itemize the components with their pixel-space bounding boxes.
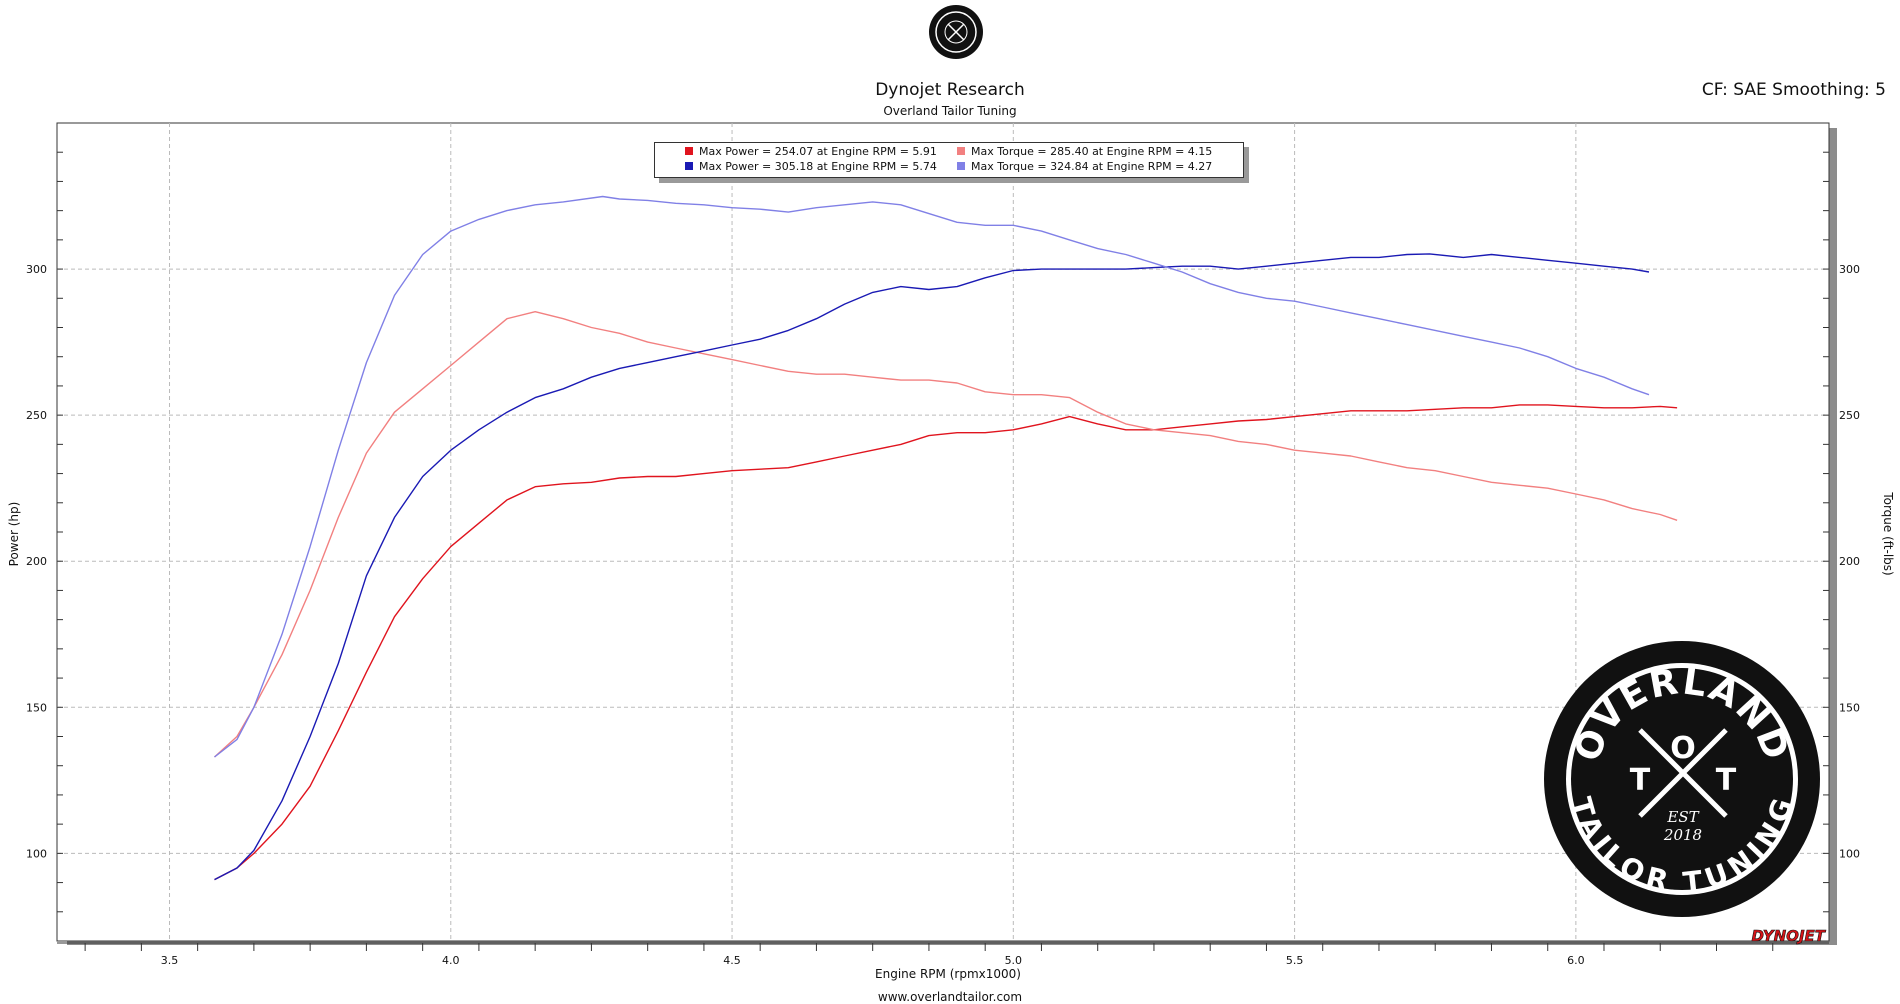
series-line-0 xyxy=(214,404,1678,881)
legend-label: Max Power = 305.18 at Engine RPM = 5.74 xyxy=(699,160,937,173)
y-tick-label: 300 xyxy=(26,263,47,276)
legend-item-power-red: Max Power = 254.07 at Engine RPM = 5.91 xyxy=(685,145,937,159)
svg-text:DYNOJET: DYNOJET xyxy=(1751,927,1826,945)
legend-swatch xyxy=(685,147,693,155)
legend-swatch xyxy=(685,162,693,170)
svg-text:2018: 2018 xyxy=(1663,826,1702,844)
x-tick-label: 4.5 xyxy=(723,954,741,967)
chart-title: Dynojet Research xyxy=(875,80,1025,100)
series-line-2 xyxy=(214,253,1650,881)
x-tick-label: 6.0 xyxy=(1567,954,1585,967)
top-logo-badge xyxy=(929,5,983,59)
series-line-3 xyxy=(214,195,1650,758)
y2-tick-label: 100 xyxy=(1839,847,1860,860)
legend-swatch xyxy=(957,147,965,155)
axes: 3.5 4.0 4.5 5.0 5.5 6.0 100 100 150 150 200 200 250 2… xyxy=(26,151,1860,967)
legend-swatch xyxy=(957,162,965,170)
legend-label: Max Torque = 285.40 at Engine RPM = 4.15 xyxy=(971,145,1213,158)
y-axis-label: Power (hp) xyxy=(7,502,21,567)
legend-label: Max Power = 254.07 at Engine RPM = 5.91 xyxy=(699,145,937,158)
series-group xyxy=(214,195,1678,881)
legend-label: Max Torque = 324.84 at Engine RPM = 4.27 xyxy=(971,160,1213,173)
correction-factor-info: CF: SAE Smoothing: 5 xyxy=(1701,80,1886,100)
svg-text:EST: EST xyxy=(1666,808,1699,826)
svg-text:O: O xyxy=(1670,731,1696,766)
y2-tick-label: 300 xyxy=(1839,263,1860,276)
y-tick-label: 200 xyxy=(26,555,47,568)
x-tick-label: 4.0 xyxy=(442,954,460,967)
x-tick-label: 3.5 xyxy=(161,954,179,967)
series-line-1 xyxy=(214,311,1678,758)
legend-item-torque-blue: Max Torque = 324.84 at Engine RPM = 4.27 xyxy=(957,160,1212,174)
y2-axis-label: Torque (ft-lbs) xyxy=(1881,491,1895,575)
x-axis-label: Engine RPM (rpmx1000) xyxy=(875,967,1021,981)
legend: Max Power = 254.07 at Engine RPM = 5.91 … xyxy=(654,142,1244,178)
x-tick-label: 5.5 xyxy=(1286,954,1304,967)
y-tick-label: 250 xyxy=(26,409,47,422)
dynojet-brand-logo: DYNOJET xyxy=(1751,927,1827,946)
legend-item-power-blue: Max Power = 305.18 at Engine RPM = 5.74 xyxy=(685,160,937,174)
x-tick-label: 5.0 xyxy=(1005,954,1023,967)
y2-tick-label: 200 xyxy=(1839,555,1860,568)
svg-text:T: T xyxy=(1716,763,1737,798)
svg-text:T: T xyxy=(1630,763,1651,798)
footer-url: www.overlandtailor.com xyxy=(877,990,1023,1004)
legend-item-torque-red: Max Torque = 285.40 at Engine RPM = 4.15 xyxy=(957,145,1212,159)
y2-tick-label: 150 xyxy=(1839,701,1860,714)
chart-subtitle: Overland Tailor Tuning xyxy=(883,104,1017,118)
y-tick-label: 150 xyxy=(26,701,47,714)
y2-tick-label: 250 xyxy=(1839,409,1860,422)
overland-tailor-tuning-logo: OVERLAND TAILOR TUNING O T T EST 2018 xyxy=(1544,641,1820,917)
grid-lines xyxy=(57,123,1829,941)
y-tick-label: 100 xyxy=(26,847,47,860)
